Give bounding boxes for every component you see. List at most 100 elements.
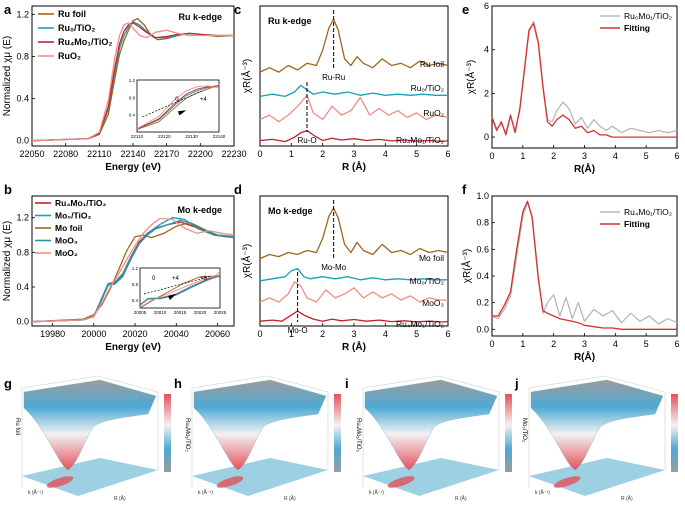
i-floor-hotspot (387, 476, 415, 488)
b-inset-ann-1: +4 (172, 276, 180, 282)
f-ytick-label-2: 0.4 (476, 271, 489, 281)
a-xlabel: Energy (eV) (105, 162, 161, 173)
h-colorbar (334, 394, 341, 472)
a-inset-series-3 (136, 85, 220, 130)
j-surface (530, 379, 664, 471)
c-ann-0: Ru-Ru (322, 73, 345, 82)
b-inset-xtick-3: 20020 (194, 310, 207, 315)
c-xtick-label-0: 0 (257, 149, 262, 159)
c-series-0 (259, 18, 449, 73)
g-box-frame (21, 375, 159, 488)
f-xtick-label-2: 2 (551, 339, 556, 349)
d-series-0 (259, 207, 449, 260)
d-xtick-label-1: 1 (289, 329, 294, 339)
b-ylabel: Normalized χμ (E) (2, 221, 13, 301)
panel-letter-d: d (234, 182, 242, 197)
e-xtick-label-0: 0 (489, 151, 494, 161)
a-inset-xtick-2: 22130 (185, 134, 198, 139)
b-inset-xtick-4: 20025 (214, 310, 227, 315)
j-ylabel: k (Å⁻¹) (535, 489, 550, 496)
panel-letter-c: c (234, 2, 241, 17)
b-inset-ann-0: 0 (152, 276, 156, 282)
a-legend-label-3: RuO₂ (58, 51, 81, 61)
panel-letter-b: b (4, 182, 12, 197)
a-xtick-label-4: 22170 (154, 149, 179, 159)
a-xtick-label-2: 22110 (87, 149, 111, 159)
d-series-3 (259, 310, 449, 323)
g-zlabel: Ru foil (14, 418, 20, 435)
d-xtick-label-2: 2 (320, 329, 325, 339)
f-xtick-label-0: 0 (489, 339, 494, 349)
e-series-0 (491, 20, 678, 134)
a-xtick-label-5: 22200 (188, 149, 213, 159)
panel-letter-a: a (4, 2, 12, 17)
i-colorbar (505, 394, 512, 472)
d-label-1: Mo₀/TiO₂ (410, 276, 444, 286)
h-floor-hotspot (216, 476, 244, 488)
a-ytick-label-3: 1.2 (16, 9, 29, 19)
g-surface (23, 379, 157, 471)
a-inset-series-2 (136, 85, 220, 130)
d-ann-0: Mo-Mo (321, 263, 346, 272)
j-zlabel: Mo₀/TiO₂ (521, 418, 527, 443)
a-xtick-label-3: 22140 (120, 149, 145, 159)
f-ytick-label-3: 0.6 (476, 244, 489, 254)
b-series-3 (31, 217, 235, 323)
b-inset-xtick-2: 20015 (174, 310, 187, 315)
c-xtick-label-1: 1 (289, 149, 294, 159)
d-xtick-label-6: 6 (445, 329, 450, 339)
j-floor-hotspot (553, 476, 581, 488)
a-inset-ytick-0: 0.4 (129, 113, 136, 118)
b-xtick-label-1: 20000 (81, 329, 106, 339)
panel-g-surface: Ru foil R (Å) k (Å⁻¹) (14, 375, 171, 502)
d-label-3: Ru₄Mo₁/TiO₂ (396, 319, 444, 329)
i-box-frame (362, 375, 500, 488)
a-xtick-label-1: 22080 (53, 149, 78, 159)
e-ytick-label-2: 4 (484, 45, 489, 55)
b-ytick-label-3: 1.2 (16, 213, 29, 223)
d-series-2 (259, 281, 448, 303)
a-ylabel: Normalized χμ (E) (2, 36, 13, 116)
b-plot-frame (31, 195, 235, 327)
i-xlabel: R (Å) (455, 495, 467, 502)
f-xtick-label-5: 5 (644, 339, 649, 349)
a-inset-ytick-1: 0.8 (129, 95, 136, 100)
f-xtick-label-6: 6 (674, 339, 679, 349)
d-xtick-label-4: 4 (383, 329, 388, 339)
a-series-3 (31, 22, 234, 142)
d-xtick-label-5: 5 (414, 329, 419, 339)
c-plot-frame (259, 5, 449, 147)
e-legend-label-0: Ru₀Mo₁/TiO₂ (624, 11, 672, 21)
a-inset-xtick-1: 22120 (158, 134, 171, 139)
g-floor-hotspot (46, 476, 74, 488)
panel-f-chart: 0 1 2 3 4 5 6 0.0 0.2 0.4 0.6 0.8 1.0 R(Å) χR(Å⁻³) Ru₄M… (460, 191, 680, 363)
f-xtick-label-1: 1 (520, 339, 525, 349)
panel-letter-e: e (462, 2, 469, 17)
c-xtick-label-6: 6 (445, 149, 450, 159)
h-surface (193, 379, 327, 471)
b-legend-label-4: MoO₂ (55, 248, 78, 258)
panel-j-surface: Mo₀/TiO₂ R (Å) k (Å⁻¹) (521, 375, 678, 502)
f-xlabel: R(Å) (574, 350, 595, 363)
panel-h-surface: Ru₄Mo₁/TiO₂ R (Å) k (Å⁻¹) (184, 375, 341, 502)
h-zlabel: Ru₄Mo₁/TiO₂ (184, 418, 190, 453)
a-inset-xtick-3: 22140 (213, 134, 226, 139)
panel-letter-f: f (462, 182, 467, 197)
b-inset-xtick-1: 20010 (154, 310, 167, 315)
b-inset-series-4 (139, 270, 221, 308)
a-inset-ytick-2: 1.2 (129, 78, 136, 83)
panel-letter-g: g (4, 376, 12, 391)
f-series-1 (492, 200, 677, 330)
h-ylabel: k (Å⁻¹) (198, 489, 213, 496)
a-title: Ru k-edge (178, 12, 222, 22)
panel-i-surface: Ru₄Mo₁/TiO₂ R (Å) k (Å⁻¹) (355, 375, 512, 502)
c-ann-1: Ru-O (297, 136, 316, 145)
a-xtick-label-0: 22050 (19, 149, 44, 159)
h-box-frame (191, 375, 329, 488)
a-inset-arrow (178, 110, 187, 116)
a-legend-label-2: Ru₄Mo₁/TiO₂ (58, 37, 112, 47)
e-xtick-label-1: 1 (520, 151, 525, 161)
e-ylabel: χR(Å⁻³) (464, 60, 477, 94)
b-inset-frame (139, 267, 221, 309)
